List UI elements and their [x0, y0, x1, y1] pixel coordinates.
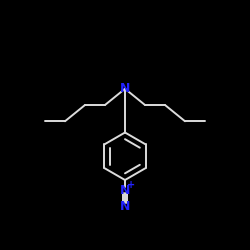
Text: N: N — [120, 184, 130, 196]
Text: +: + — [127, 180, 135, 190]
Text: N: N — [120, 82, 130, 95]
Text: N: N — [120, 200, 130, 213]
